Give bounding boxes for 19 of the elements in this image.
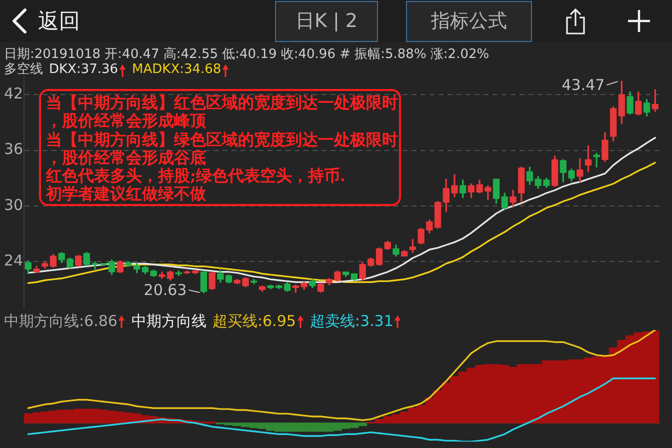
text: MADKX:34.68 bbox=[132, 62, 222, 78]
y-tick-label: 36 bbox=[4, 140, 24, 158]
annotation: 20.63 bbox=[144, 280, 187, 299]
legend-title: 中期方向线 bbox=[131, 312, 206, 330]
chart-title: 中期方向线:6.86 bbox=[4, 312, 118, 330]
text: 超卖线:3.31 bbox=[310, 312, 394, 330]
annotation: 当【中期方向线】绿色区域的宽度到达一处极限时，股价经常会形成谷底 bbox=[46, 130, 399, 167]
chart-title: 日期:20191018 开:40.47 高:42.55 低:40.19 收:40.96 # 振幅:5.88% 涨:2.02% bbox=[4, 47, 490, 62]
y-tick-label: 24 bbox=[4, 252, 24, 270]
annotation: 初学者建议红做绿不做 bbox=[46, 184, 207, 204]
annotation: 红色代表多头，持股;绿色代表空头，持币. bbox=[46, 166, 346, 186]
text: 返回 bbox=[38, 8, 80, 35]
text: 超买线:6.95 bbox=[212, 312, 296, 330]
text: DKX:37.36 bbox=[49, 62, 118, 78]
annotation: 当【中期方向线】红色区域的宽度到达一处极限时，股价经常会形成峰顶 bbox=[46, 93, 399, 131]
annotation: 43.47 bbox=[562, 76, 605, 94]
y-tick-label: 30 bbox=[4, 196, 24, 214]
y-tick-label: 42 bbox=[4, 84, 24, 103]
legend-title: 多空线 bbox=[4, 62, 43, 78]
